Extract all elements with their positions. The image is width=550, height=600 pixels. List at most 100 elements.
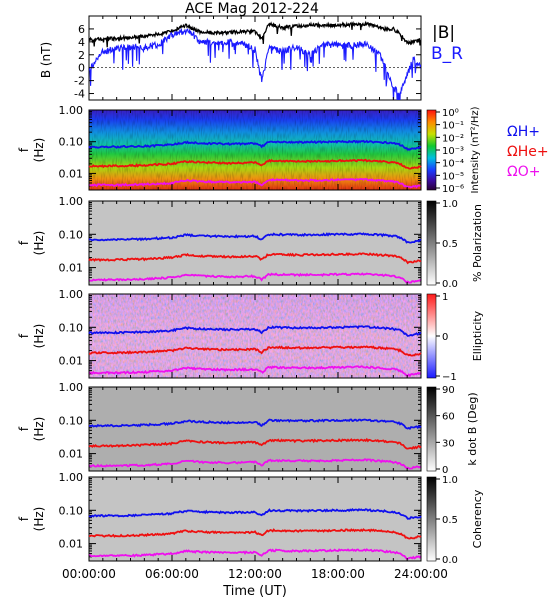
gyro-line-ΩO+ [88, 365, 422, 378]
gyro-line-ΩH+ [88, 139, 422, 151]
colorbar-tick-label: 10⁰ [442, 108, 459, 119]
polarization-texture [89, 201, 421, 285]
series-line-bmag [89, 20, 421, 48]
bfield-y-label: B (nT) [39, 42, 53, 78]
colorbar-tick-label: 30 [442, 438, 455, 449]
kdotb-colorbar-label: k dot B (Deg) [466, 392, 479, 465]
panel-polarization: % Polarization [88, 200, 484, 286]
colorbar-tick-label: 0.0 [442, 555, 458, 566]
freq-axis-label: f [17, 426, 31, 431]
colorbar-tick-label: 0.5 [442, 515, 458, 526]
bfield-ytick-label: -2 [74, 75, 85, 88]
freq-tick-label: 1.00 [59, 381, 84, 394]
bfield-ytick-label: 2 [78, 49, 85, 62]
freq-axis-label: f [17, 516, 31, 521]
colorbar-tick-label: −1 [442, 372, 457, 383]
colorbar-tick-label: 0 [442, 465, 448, 476]
legend-omega-he: ΩHe+ [507, 144, 549, 160]
freq-axis-label: f [17, 147, 31, 152]
colorbar-tick-label: 1.0 [442, 199, 458, 210]
time-tick-label: 12:00:00 [228, 567, 282, 581]
colorbar-tick-label: 10⁻² [442, 133, 464, 144]
freq-tick-label: 1.00 [59, 288, 84, 301]
panel-coherency: Coherency [88, 476, 484, 562]
coherency-colorbar-label: Coherency [471, 489, 484, 548]
colorbar-tick-label: 10⁻⁵ [442, 171, 464, 182]
gyro-line-ΩH+ [88, 508, 422, 520]
freq-tick-label: 0.10 [59, 321, 84, 334]
freq-tick-label: 0.10 [59, 228, 84, 241]
bfield-ytick-label: 0 [78, 62, 85, 75]
freq-axis-label-unit: (Hz) [32, 231, 46, 256]
spectrum-colorbar-label: Intensity (nT²/Hz) [470, 106, 481, 193]
bfield-ytick-label: 4 [78, 36, 85, 49]
time-axes: 00:00:00 06:00:00 12:00:00 18:00:00 24:00:00 [62, 16, 448, 581]
polarization-colorbar-label: % Polarization [471, 204, 484, 282]
freq-axis-label: f [17, 240, 31, 245]
colorbar-tick-label: 90 [442, 385, 455, 396]
freq-tick-label: 0.10 [59, 136, 84, 149]
freq-axis-label-unit: (Hz) [32, 417, 46, 442]
freq-tick-label: 1.00 [59, 471, 84, 484]
ellipticity-colorbar [426, 293, 437, 379]
time-tick-label: 24:00:00 [394, 567, 448, 581]
panel-ellipticity: Ellipticity [88, 293, 484, 379]
freq-tick-label: 1.00 [59, 195, 84, 208]
freq-tick-label: 0.01 [59, 355, 84, 368]
colorbar-tick-label: 0.5 [442, 239, 458, 250]
freq-tick-label: 1.00 [59, 104, 84, 117]
bfield-ytick-label: 6 [78, 23, 85, 36]
colorbar-tick-label: 10⁻⁴ [442, 159, 464, 170]
freq-tick-label: 0.10 [59, 504, 84, 517]
kdotb-texture [89, 387, 421, 471]
spectrum-texture [89, 110, 421, 190]
gyro-line-ΩO+ [88, 548, 422, 560]
freq-tick-label: 0.01 [59, 448, 84, 461]
freq-tick-label: 0.01 [59, 262, 84, 275]
colorbar-tick-label: 1.0 [442, 475, 458, 486]
polarization-colorbar [426, 200, 437, 286]
gyro-line-ΩO+ [88, 272, 422, 284]
bfield-ytick-label: -4 [74, 88, 85, 101]
gyro-line-ΩHe+ [88, 345, 422, 357]
colorbar-tick-label: 0.0 [442, 279, 458, 290]
ellipticity-colorbar-label: Ellipticity [471, 310, 484, 361]
spectrum-colorbar [426, 109, 437, 191]
figure-title: ACE Mag 2012-224 [185, 1, 319, 17]
series-line-br [89, 28, 421, 100]
gyro-line-ΩHe+ [88, 252, 422, 265]
ellipticity-texture [89, 294, 421, 378]
colorbar-tick-label: 10⁻¹ [442, 121, 464, 132]
gyro-line-ΩHe+ [88, 528, 422, 540]
colorbar-ticks: 10⁰ 10⁻¹10⁻² 10⁻³ 10⁻⁴10⁻⁵ 10⁻⁶ 1.0 0.5 0.0 1 0 −1… [436, 108, 464, 566]
colorbar-tick-label: 10⁻⁶ [442, 184, 464, 195]
freq-axis-label-unit: (Hz) [32, 138, 46, 163]
kdotb-colorbar [426, 386, 437, 472]
gyro-line-ΩH+ [88, 418, 422, 430]
gyro-line-ΩHe+ [88, 437, 422, 450]
coherency-texture [89, 477, 421, 561]
freq-axis-label-unit: (Hz) [32, 324, 46, 349]
freq-tick-label: 0.01 [59, 167, 84, 180]
freq-tick-label: 0.10 [59, 414, 84, 427]
time-tick-label: 18:00:00 [311, 567, 365, 581]
legend-omega-h: ΩH+ [507, 124, 540, 140]
gyro-line-ΩHe+ [88, 158, 422, 170]
panel-power-spectrum: Intensity (nT²/Hz) ΩH+ ΩHe+ ΩO+ [88, 106, 549, 194]
coherency-colorbar [426, 476, 437, 562]
freq-tick-label: 0.01 [59, 538, 84, 551]
gyro-line-ΩO+ [88, 177, 422, 189]
gyrofrequency-lines [88, 139, 422, 560]
x-axis-label: Time (UT) [222, 584, 287, 599]
colorbar-tick-label: 1 [442, 292, 448, 303]
time-tick-label: 06:00:00 [145, 567, 199, 581]
gyro-line-ΩH+ [88, 232, 422, 244]
freq-axis-label: f [17, 333, 31, 338]
gyro-line-ΩO+ [88, 458, 422, 470]
time-tick-label: 00:00:00 [62, 567, 116, 581]
freq-axis-label-unit: (Hz) [32, 507, 46, 532]
colorbar-tick-label: 0 [442, 332, 448, 343]
legend-omega-o: ΩO+ [507, 164, 540, 180]
